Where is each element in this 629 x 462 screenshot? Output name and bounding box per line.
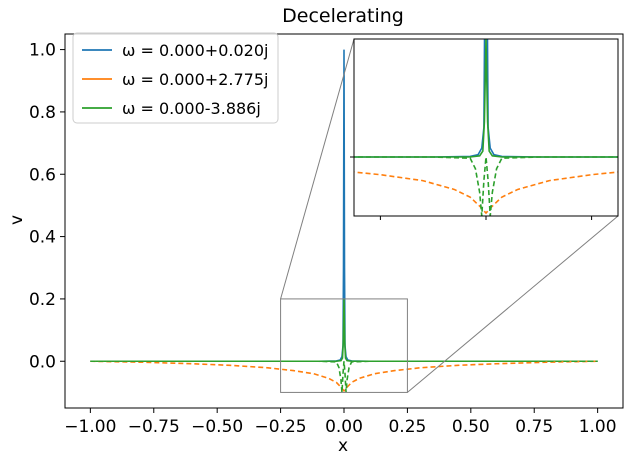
x-tick-label: −0.50 <box>191 417 243 437</box>
series-line-3 <box>354 171 618 215</box>
y-axis-ticks: 0.0 0.2 0.4 0.6 0.8 1.0 <box>29 41 65 372</box>
y-tick-label: 0.6 <box>29 165 56 185</box>
legend-label: ω = 0.000+2.775j <box>122 70 268 89</box>
x-axis-label: x <box>338 436 348 456</box>
zoom-connector-line <box>407 215 619 393</box>
x-tick-label: 0.25 <box>388 417 426 437</box>
x-tick-label: 0.50 <box>452 417 490 437</box>
x-axis-ticks: −1.00 −0.75 −0.50 −0.25 0.00 0.25 0.50 0.75 1.00 <box>64 408 617 437</box>
main-series-group <box>90 49 598 393</box>
series-line-3 <box>90 360 598 393</box>
chart-title: Decelerating <box>282 5 404 27</box>
legend-label: ω = 0.000+0.020j <box>122 41 268 60</box>
legend-label: ω = 0.000-3.886j <box>122 99 261 118</box>
inset-plot <box>350 38 619 220</box>
x-tick-label: −1.00 <box>64 417 116 437</box>
main-plot-area: −1.00 −0.75 −0.50 −0.25 0.00 0.25 0.50 0.75 1.00… <box>29 33 624 437</box>
x-tick-label: 0.00 <box>325 417 363 437</box>
series-line-2 <box>354 39 618 158</box>
legend-box <box>72 32 279 124</box>
inset-series-group <box>354 39 618 216</box>
legend-entries: ω = 0.000+0.020j ω = 0.000+2.775j ω = 0.00… <box>82 41 268 118</box>
x-tick-label: 0.75 <box>515 417 553 437</box>
zoom-region-box <box>280 298 408 393</box>
x-tick-label: 1.00 <box>579 417 617 437</box>
x-tick-label: −0.75 <box>128 417 180 437</box>
y-tick-label: 0.2 <box>29 290 56 310</box>
series-line-2 <box>90 298 598 363</box>
y-tick-label: 0.0 <box>29 352 56 372</box>
inset-ticks <box>350 156 593 220</box>
y-tick-label: 0.4 <box>29 228 56 248</box>
zoom-connector-line <box>280 38 355 300</box>
y-tick-label: 1.0 <box>29 41 56 61</box>
y-tick-label: 0.8 <box>29 103 56 123</box>
legend: ω = 0.000+0.020j ω = 0.000+2.775j ω = 0.00… <box>72 32 279 124</box>
series-line-4 <box>90 360 598 393</box>
x-tick-label: −0.25 <box>255 417 307 437</box>
y-axis-label: v <box>7 215 27 225</box>
series-line-4 <box>354 156 618 216</box>
